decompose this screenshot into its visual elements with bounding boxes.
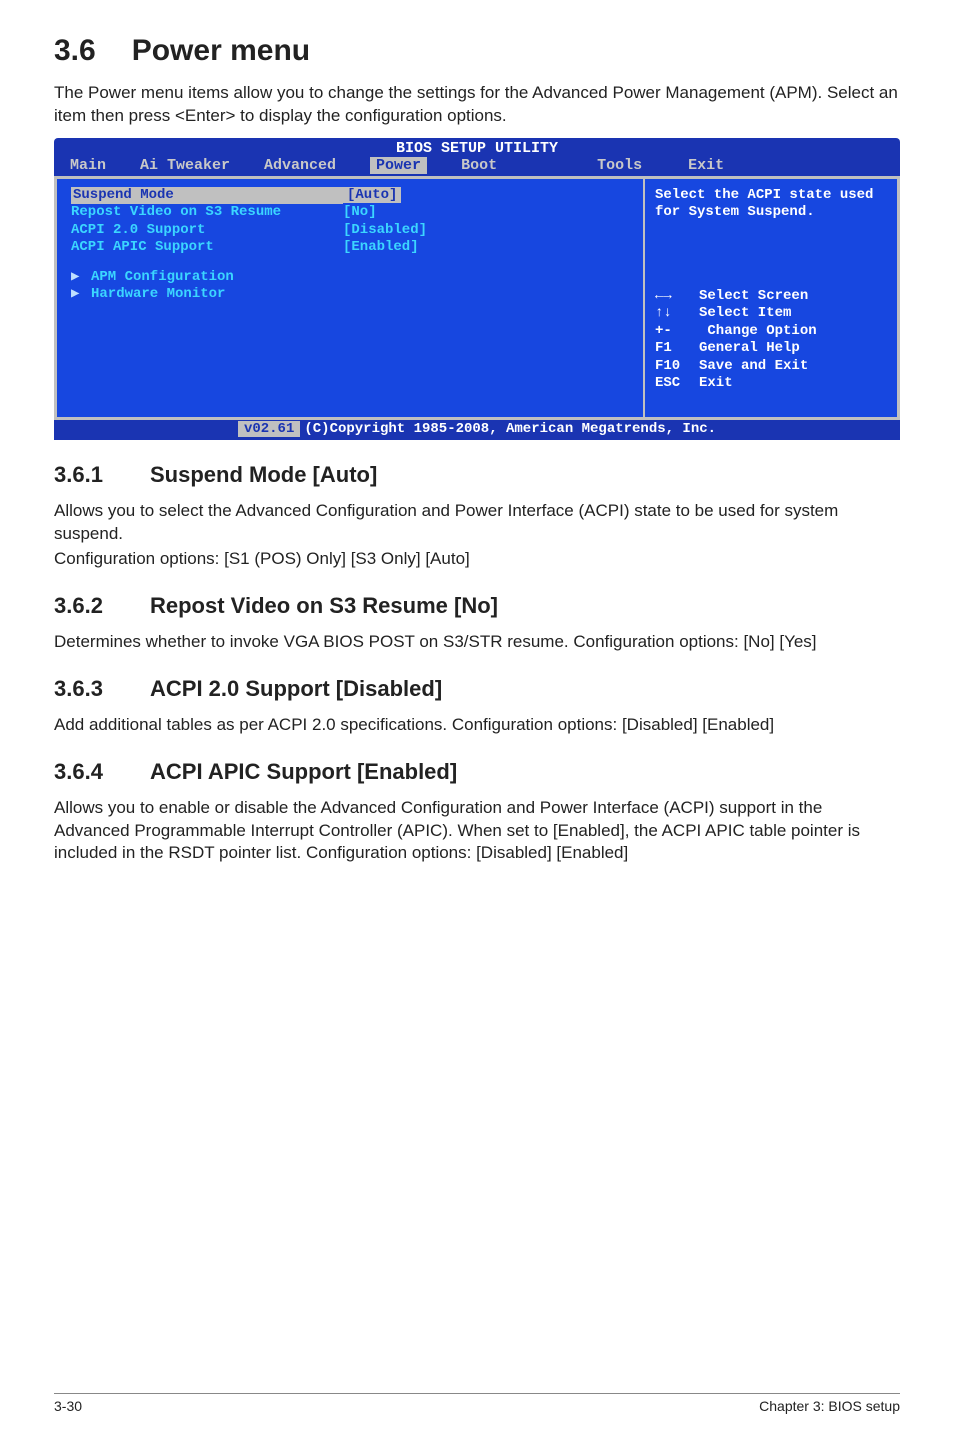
label-acpi-apic: ACPI APIC Support: [71, 239, 343, 257]
key-row: ←→Select Screen: [655, 288, 887, 306]
triangle-icon: ▶: [71, 286, 81, 304]
value-acpi-20: [Disabled]: [343, 222, 427, 238]
value-repost-video: [No]: [343, 204, 377, 220]
chapter-label: Chapter 3: BIOS setup: [759, 1398, 900, 1414]
sub-num: 3.6.1: [54, 462, 150, 488]
key-sym: F1: [655, 340, 699, 358]
key-desc: Exit: [699, 375, 733, 391]
key-desc: Select Screen: [699, 288, 808, 304]
submenu-apm-label: APM Configuration: [91, 269, 234, 285]
bios-footer: v02.61(C)Copyright 1985-2008, American M…: [54, 420, 900, 440]
row-repost-video[interactable]: Repost Video on S3 Resume[No]: [71, 204, 633, 222]
bios-help-panel: Select the ACPI state used for System Su…: [645, 179, 897, 417]
section-name: Power menu: [132, 34, 310, 67]
label-acpi-20: ACPI 2.0 Support: [71, 222, 343, 240]
value-acpi-apic: [Enabled]: [343, 239, 419, 255]
key-row: ESCExit: [655, 375, 887, 393]
key-desc: Change Option: [699, 323, 817, 339]
tab-tools[interactable]: Tools: [597, 157, 642, 174]
tab-exit[interactable]: Exit: [688, 157, 724, 174]
key-row: +- Change Option: [655, 323, 887, 341]
label-suspend-mode: Suspend Mode: [71, 187, 343, 205]
key-desc: Select Item: [699, 305, 791, 321]
page-footer: 3-30 Chapter 3: BIOS setup: [54, 1393, 900, 1414]
submenu-apm[interactable]: ▶ APM Configuration: [71, 269, 633, 287]
body-text: Add additional tables as per ACPI 2.0 sp…: [54, 714, 900, 737]
submenu-block: ▶ APM Configuration ▶ Hardware Monitor: [71, 269, 633, 304]
sub-title: Suspend Mode [Auto]: [150, 462, 377, 487]
sub-num: 3.6.3: [54, 676, 150, 702]
help-text: Select the ACPI state used for System Su…: [655, 187, 887, 222]
bios-title: BIOS SETUP UTILITY: [54, 138, 900, 157]
body-text: Configuration options: [S1 (POS) Only] […: [54, 548, 900, 571]
key-row: ↑↓Select Item: [655, 305, 887, 323]
bios-version: v02.61: [238, 421, 300, 437]
label-repost-video: Repost Video on S3 Resume: [71, 204, 343, 222]
key-desc: General Help: [699, 340, 800, 356]
row-acpi-20[interactable]: ACPI 2.0 Support[Disabled]: [71, 222, 633, 240]
key-sym: +-: [655, 323, 699, 341]
triangle-icon: ▶: [71, 269, 81, 287]
bios-tabs: Main Ai Tweaker Advanced Power Boot Tool…: [54, 157, 900, 176]
body-text: Determines whether to invoke VGA BIOS PO…: [54, 631, 900, 654]
subheading-364: 3.6.4ACPI APIC Support [Enabled]: [54, 759, 900, 785]
sub-title: Repost Video on S3 Resume [No]: [150, 593, 498, 618]
key-row: F1General Help: [655, 340, 887, 358]
tab-ai-tweaker[interactable]: Ai Tweaker: [140, 157, 230, 174]
submenu-hwmon[interactable]: ▶ Hardware Monitor: [71, 286, 633, 304]
value-suspend-mode: [Auto]: [343, 187, 401, 203]
tab-boot[interactable]: Boot: [461, 157, 497, 174]
tab-power[interactable]: Power: [370, 157, 427, 174]
subheading-362: 3.6.2Repost Video on S3 Resume [No]: [54, 593, 900, 619]
tab-main[interactable]: Main: [70, 157, 106, 174]
sub-num: 3.6.4: [54, 759, 150, 785]
bios-copyright: (C)Copyright 1985-2008, American Megatre…: [304, 421, 716, 437]
key-desc: Save and Exit: [699, 358, 808, 374]
tab-advanced[interactable]: Advanced: [264, 157, 336, 174]
sub-title: ACPI APIC Support [Enabled]: [150, 759, 457, 784]
section-number: 3.6: [54, 34, 96, 67]
key-sym: ↑↓: [655, 305, 699, 323]
key-row: F10Save and Exit: [655, 358, 887, 376]
page-number: 3-30: [54, 1398, 82, 1414]
row-acpi-apic[interactable]: ACPI APIC Support[Enabled]: [71, 239, 633, 257]
key-sym: ESC: [655, 375, 699, 393]
sub-title: ACPI 2.0 Support [Disabled]: [150, 676, 442, 701]
key-legend: ←→Select Screen ↑↓Select Item +- Change …: [655, 288, 887, 393]
body-text: Allows you to select the Advanced Config…: [54, 500, 900, 546]
section-title: 3.6 Power menu: [54, 34, 900, 68]
bios-body: Suspend Mode[Auto] Repost Video on S3 Re…: [54, 176, 900, 420]
intro-text: The Power menu items allow you to change…: [54, 82, 900, 128]
subheading-363: 3.6.3ACPI 2.0 Support [Disabled]: [54, 676, 900, 702]
subheading-361: 3.6.1Suspend Mode [Auto]: [54, 462, 900, 488]
row-suspend-mode[interactable]: Suspend Mode[Auto]: [71, 187, 633, 205]
key-sym: ←→: [655, 288, 699, 306]
sub-num: 3.6.2: [54, 593, 150, 619]
body-text: Allows you to enable or disable the Adva…: [54, 797, 900, 866]
bios-screenshot: BIOS SETUP UTILITY Main Ai Tweaker Advan…: [54, 138, 900, 440]
bios-main-panel: Suspend Mode[Auto] Repost Video on S3 Re…: [57, 179, 645, 417]
submenu-hwmon-label: Hardware Monitor: [91, 286, 225, 302]
key-sym: F10: [655, 358, 699, 376]
